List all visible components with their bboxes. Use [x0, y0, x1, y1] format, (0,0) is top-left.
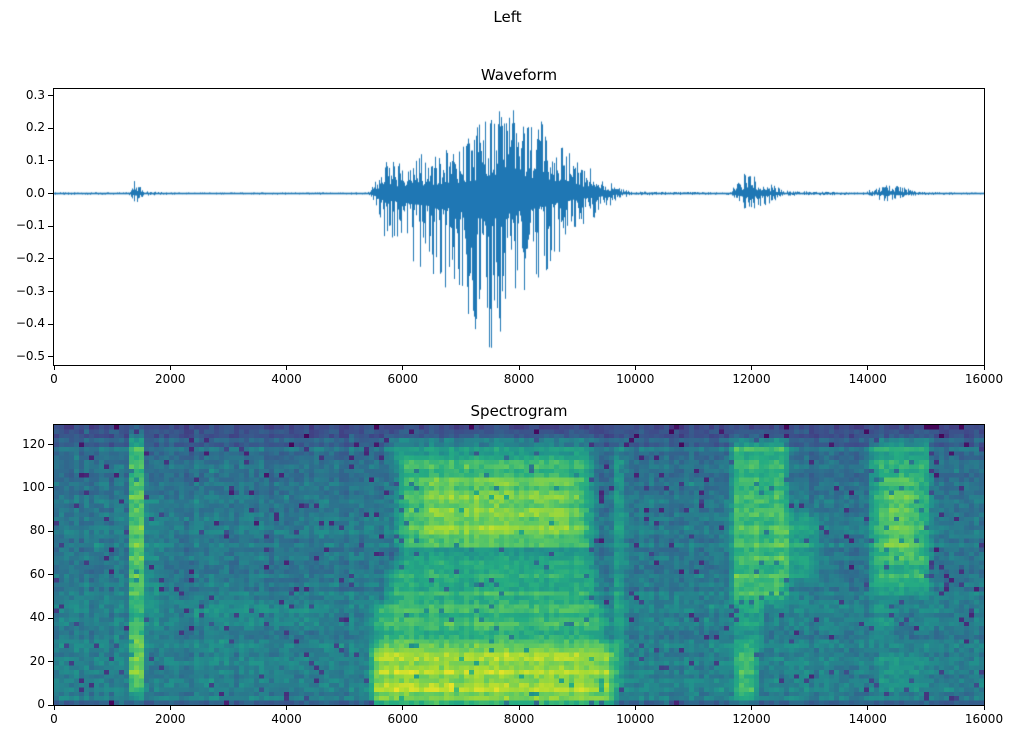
y-tick-mark — [48, 530, 53, 532]
x-tick-label: 2000 — [154, 712, 186, 726]
x-tick-label: 0 — [50, 712, 58, 726]
x-tick-label: 16000 — [964, 372, 1004, 386]
x-tick-mark — [402, 366, 404, 370]
y-tick-mark — [48, 356, 53, 358]
y-tick-mark — [48, 444, 53, 446]
x-tick-mark — [751, 706, 752, 710]
x-tick-label: 0 — [50, 372, 58, 386]
x-tick-label: 4000 — [271, 712, 302, 726]
x-tick-label: 6000 — [387, 712, 419, 726]
x-tick-mark — [286, 366, 287, 370]
x-tick-label: 14000 — [848, 712, 887, 726]
waveform-canvas — [54, 89, 984, 365]
y-tick-label: 20 — [29, 653, 45, 668]
y-tick-mark — [48, 127, 53, 129]
spectrogram-canvas — [54, 425, 984, 705]
x-tick-label: 12000 — [732, 372, 771, 386]
x-tick-label: 8000 — [503, 712, 535, 726]
x-tick-mark — [518, 706, 520, 710]
x-tick-mark — [53, 366, 55, 370]
y-tick-label: −0.4 — [15, 316, 45, 331]
spectrogram-title: Spectrogram — [470, 402, 568, 420]
x-tick-label: 6000 — [387, 372, 419, 386]
y-tick-label: 40 — [29, 610, 45, 625]
y-tick-label: −0.5 — [15, 348, 45, 363]
x-tick-mark — [867, 366, 869, 370]
x-tick-label: 12000 — [732, 712, 771, 726]
y-tick-label: 0.2 — [25, 120, 45, 135]
waveform-plot-area — [53, 88, 985, 366]
x-tick-mark — [169, 706, 171, 710]
y-tick-label: 0.1 — [25, 152, 45, 167]
spectrogram-plot-area — [53, 424, 985, 706]
y-tick-label: −0.2 — [15, 250, 45, 265]
x-tick-label: 8000 — [503, 372, 535, 386]
x-tick-label: 4000 — [271, 372, 302, 386]
y-tick-mark — [48, 225, 53, 227]
x-tick-mark — [983, 706, 985, 710]
y-tick-mark — [48, 574, 53, 576]
x-tick-mark — [169, 366, 171, 370]
y-tick-mark — [48, 291, 53, 292]
waveform-title: Waveform — [480, 66, 558, 84]
x-tick-mark — [983, 366, 985, 370]
y-tick-label: 80 — [29, 523, 45, 538]
y-tick-mark — [48, 487, 53, 489]
x-tick-mark — [286, 706, 287, 710]
x-tick-label: 16000 — [964, 712, 1004, 726]
y-tick-mark — [48, 661, 53, 663]
x-tick-mark — [53, 706, 55, 710]
y-tick-label: 100 — [22, 479, 45, 494]
y-tick-mark — [48, 617, 53, 619]
y-tick-mark — [48, 323, 53, 325]
y-tick-label: −0.3 — [15, 283, 45, 298]
figure-suptitle: Left — [493, 8, 522, 26]
y-tick-label: 120 — [22, 436, 45, 451]
x-tick-mark — [634, 366, 636, 370]
x-tick-mark — [402, 706, 404, 710]
x-tick-label: 2000 — [154, 372, 186, 386]
y-tick-label: 0 — [37, 697, 45, 711]
y-tick-mark — [48, 160, 53, 162]
y-tick-label: 60 — [29, 566, 45, 581]
x-tick-mark — [751, 366, 752, 370]
x-tick-label: 10000 — [616, 712, 655, 726]
y-tick-label: 0.0 — [25, 185, 45, 200]
y-tick-label: −0.1 — [15, 218, 45, 233]
x-tick-mark — [867, 706, 869, 710]
y-tick-mark — [48, 258, 53, 260]
x-tick-mark — [518, 366, 520, 370]
y-tick-mark — [48, 704, 53, 706]
y-tick-label: 0.3 — [25, 87, 45, 102]
y-tick-mark — [48, 193, 53, 195]
x-tick-mark — [634, 706, 636, 710]
x-tick-label: 10000 — [616, 372, 655, 386]
x-tick-label: 14000 — [848, 372, 887, 386]
y-tick-mark — [48, 95, 53, 97]
